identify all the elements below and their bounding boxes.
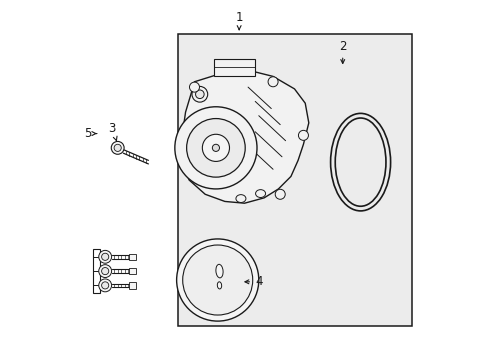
Circle shape [202, 134, 229, 161]
Ellipse shape [215, 264, 223, 278]
Circle shape [298, 130, 308, 140]
Circle shape [99, 265, 111, 278]
Circle shape [189, 82, 199, 92]
Circle shape [102, 267, 108, 275]
Circle shape [186, 118, 244, 177]
Circle shape [99, 279, 111, 292]
Circle shape [275, 189, 285, 199]
Circle shape [102, 282, 108, 289]
Ellipse shape [217, 282, 221, 289]
Bar [178, 33, 411, 327]
Polygon shape [182, 71, 308, 203]
Ellipse shape [235, 195, 245, 203]
Circle shape [111, 141, 124, 154]
Circle shape [114, 144, 121, 152]
Bar [129, 268, 136, 274]
Bar [129, 253, 136, 260]
Circle shape [212, 144, 219, 152]
Circle shape [192, 86, 207, 102]
Circle shape [175, 107, 257, 189]
Text: 1: 1 [235, 11, 243, 30]
Circle shape [195, 90, 203, 99]
Ellipse shape [335, 118, 385, 206]
Circle shape [99, 250, 111, 263]
Polygon shape [214, 59, 255, 76]
Circle shape [176, 239, 258, 321]
Bar [93, 249, 100, 293]
Text: 3: 3 [108, 122, 117, 141]
Ellipse shape [255, 190, 265, 198]
Circle shape [267, 77, 278, 87]
Bar [129, 282, 136, 289]
Circle shape [183, 245, 252, 315]
Text: 5: 5 [83, 127, 97, 140]
Circle shape [102, 253, 108, 260]
Text: 2: 2 [338, 40, 346, 63]
Text: 4: 4 [244, 275, 262, 288]
Ellipse shape [330, 113, 390, 211]
